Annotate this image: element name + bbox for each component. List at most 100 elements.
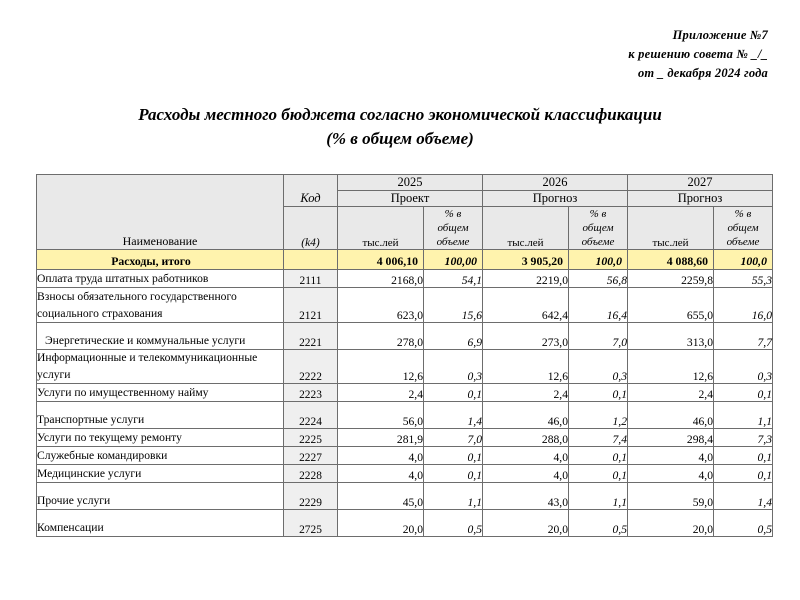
header-row-year: Наименование Код 2025 2026 2027 [36,173,773,251]
row-percent-2027: 55,3 [713,269,773,289]
row-value-2025: 281,9 [337,428,424,448]
row-value-2025: 20,0 [337,509,424,538]
row-code: 2224 [283,401,338,430]
row-percent-2027: 0,1 [713,446,773,466]
row-label: Информационные и телекоммуникационные ус… [36,349,284,385]
row-percent-2025: 0,5 [423,509,483,538]
table-row: Служебные командировки 2227 4,0 0,1 4,0 0,1 4,… [36,446,773,466]
row-value-2026: 273,0 [482,322,569,351]
row-label: Оплата труда штатных работников [36,269,284,289]
column-header-year-2025: 2025 [337,174,483,191]
row-percent-2027: 16,0 [713,287,773,324]
header-row-units: (k4) тыс.лей % в общем объеме тыс.лей % … [37,205,773,251]
row-value-2027: 4,0 [627,446,714,466]
appendix-line-1: Приложение №7 [672,28,768,42]
row-label: Служебные командировки [36,446,284,466]
header-row-kind: Проект Прогноз Прогноз [37,190,773,207]
table-row: Услуги по текущему ремонту 2225 281,9 7,0 28… [36,428,773,448]
percent-label-line-2: общем [437,222,469,235]
appendix-line-3: от _ декабря 2024 года [637,66,768,80]
row-percent-2025: 15,6 [423,287,483,324]
page-title-line-1: Расходы местного бюджета согласно эконом… [138,105,662,124]
row-code: 2111 [283,269,338,289]
row-percent-2026: 16,4 [568,287,628,324]
row-code: 2121 [283,287,338,324]
row-value-2027: 2259,8 [627,269,714,289]
column-header-percent-2026: % в общем объеме [568,205,628,251]
table-row: Услуги по имущественному найму 2223 2,4 0,1… [36,383,773,403]
column-header-percent-2025: % в общем объеме [423,205,483,251]
row-value-2026: 4,0 [482,446,569,466]
column-header-code-sub: (k4) [283,205,338,251]
row-value-2025: 4,0 [337,446,424,466]
page-title: Расходы местного бюджета согласно эконом… [0,103,800,151]
row-value-2027: 4,0 [627,464,714,484]
row-value-2025: 4,0 [337,464,424,484]
page-title-line-2: (% в общем объеме) [326,129,474,149]
row-percent-2027: 1,1 [713,401,773,430]
row-percent-2026: 0,3 [568,349,628,385]
row-value-2027: 298,4 [627,428,714,448]
row-percent-2025: 0,1 [423,446,483,466]
total-row-value-2026: 3 905,20 [482,249,569,271]
row-percent-2027: 0,3 [713,349,773,385]
row-percent-2027: 7,7 [713,322,773,351]
total-row-percent-2025: 100,00 [423,249,483,271]
column-header-percent-2027: % в общем объеме [713,205,773,251]
row-value-2027: 655,0 [627,287,714,324]
row-percent-2025: 54,1 [423,269,483,289]
table-row: Оплата труда штатных работников 2111 2168,… [36,269,773,289]
row-code: 2229 [283,482,338,511]
row-value-2026: 20,0 [482,509,569,538]
row-percent-2026: 0,1 [568,446,628,466]
row-label: Медицинские услуги [36,464,284,484]
row-code: 2223 [283,383,338,403]
row-value-2027: 46,0 [627,401,714,430]
percent-label-line-1: % в [589,208,607,220]
row-label: Энергетические и коммунальные услуги [36,322,284,351]
percent-label-line-1: % в [734,208,752,220]
row-percent-2026: 1,1 [568,482,628,511]
table-header: Наименование Код 2025 2026 2027 Проект П… [36,173,773,251]
row-value-2026: 43,0 [482,482,569,511]
row-value-2026: 2219,0 [482,269,569,289]
row-percent-2026: 7,4 [568,428,628,448]
row-percent-2025: 0,1 [423,464,483,484]
table-row: Энергетические и коммунальные услуги 2221… [36,322,773,351]
row-value-2025: 2,4 [337,383,424,403]
row-value-2027: 2,4 [627,383,714,403]
row-value-2027: 12,6 [627,349,714,385]
row-value-2027: 59,0 [627,482,714,511]
row-percent-2026: 56,8 [568,269,628,289]
row-percent-2027: 0,1 [713,464,773,484]
row-code: 2228 [283,464,338,484]
row-percent-2026: 0,5 [568,509,628,538]
table-row: Взносы обязательного государственного со… [36,287,773,324]
row-label: Услуги по текущему ремонту [36,428,284,448]
column-header-year-2026: 2026 [482,174,628,191]
row-percent-2026: 0,1 [568,383,628,403]
row-value-2026: 12,6 [482,349,569,385]
percent-label-line-2: общем [582,222,614,235]
row-code: 2725 [283,509,338,538]
row-value-2025: 2168,0 [337,269,424,289]
row-value-2026: 288,0 [482,428,569,448]
row-percent-2025: 6,9 [423,322,483,351]
table-row: Медицинские услуги 2228 4,0 0,1 4,0 0,1 4,0 0,1 [36,464,773,484]
row-percent-2025: 1,1 [423,482,483,511]
row-value-2026: 46,0 [482,401,569,430]
column-header-name: Наименование [36,173,284,251]
column-header-year-2027: 2027 [627,174,773,191]
row-value-2026: 4,0 [482,464,569,484]
table-row: Информационные и телекоммуникационные ус… [36,349,773,385]
total-row-code [283,249,338,271]
table-row: Прочие услуги 2229 45,0 1,1 43,0 1,1 59,0 1,4 [36,482,773,511]
row-code: 2225 [283,428,338,448]
row-value-2026: 2,4 [482,383,569,403]
budget-table-container: Наименование Код 2025 2026 2027 Проект П… [36,173,773,538]
row-value-2025: 12,6 [337,349,424,385]
row-percent-2025: 0,1 [423,383,483,403]
total-row-label: Расходы, итого [36,249,284,271]
row-value-2026: 642,4 [482,287,569,324]
row-percent-2027: 0,1 [713,383,773,403]
